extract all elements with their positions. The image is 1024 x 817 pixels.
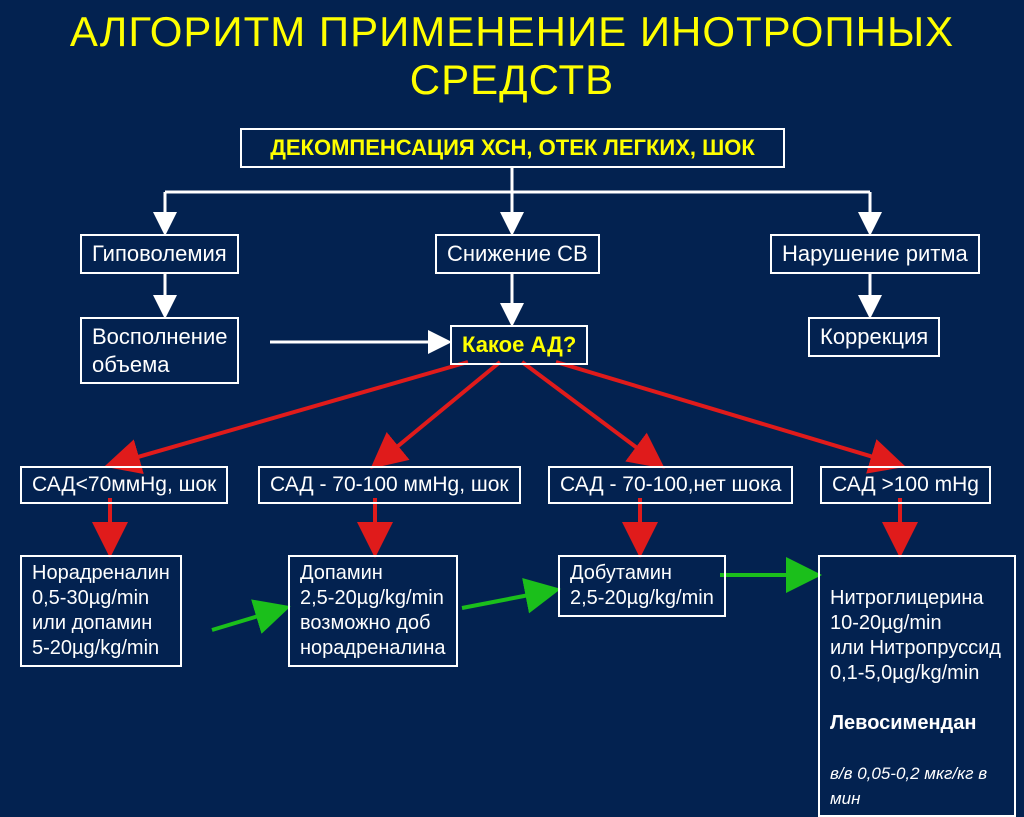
rx-nitro-levo: Нитроглицерина 10-20µg/min или Нитропрус…: [818, 555, 1016, 817]
slide-title: АЛГОРИТМ ПРИМЕНЕНИЕ ИНОТРОПНЫХ СРЕДСТВ: [0, 8, 1024, 105]
bp-70-100-noshock: САД - 70-100,нет шока: [548, 466, 793, 504]
node-volume-replace: Восполнение объема: [80, 317, 239, 384]
rx-levo-label: Левосимендан: [830, 712, 976, 734]
bp-lt70: САД<70ммHg, шок: [20, 466, 228, 504]
rx-dopamine: Допамин 2,5-20µg/kg/min возможно доб нор…: [288, 555, 458, 667]
bp-70-100-shock: САД - 70-100 ммHg, шок: [258, 466, 521, 504]
node-low-co: Снижение СВ: [435, 234, 600, 274]
rx-levo-dose: в/в 0,05-0,2 мкг/кг в мин: [830, 764, 987, 808]
rx-nitro-text: Нитроглицерина 10-20µg/min или Нитропрус…: [830, 587, 1001, 684]
node-bp-question: Какое АД?: [450, 325, 588, 365]
root-condition: ДЕКОМПЕНСАЦИЯ ХСН, ОТЕК ЛЕГКИХ, ШОК: [240, 128, 785, 168]
node-correction: Коррекция: [808, 317, 940, 357]
bp-gt100: САД >100 mHg: [820, 466, 991, 504]
rx-dobutamine: Добутамин 2,5-20µg/kg/min: [558, 555, 726, 617]
rx-noradrenaline: Норадреналин 0,5-30µg/min или допамин 5-…: [20, 555, 182, 667]
node-arrhythmia: Нарушение ритма: [770, 234, 980, 274]
node-hypovolemia: Гиповолемия: [80, 234, 239, 274]
